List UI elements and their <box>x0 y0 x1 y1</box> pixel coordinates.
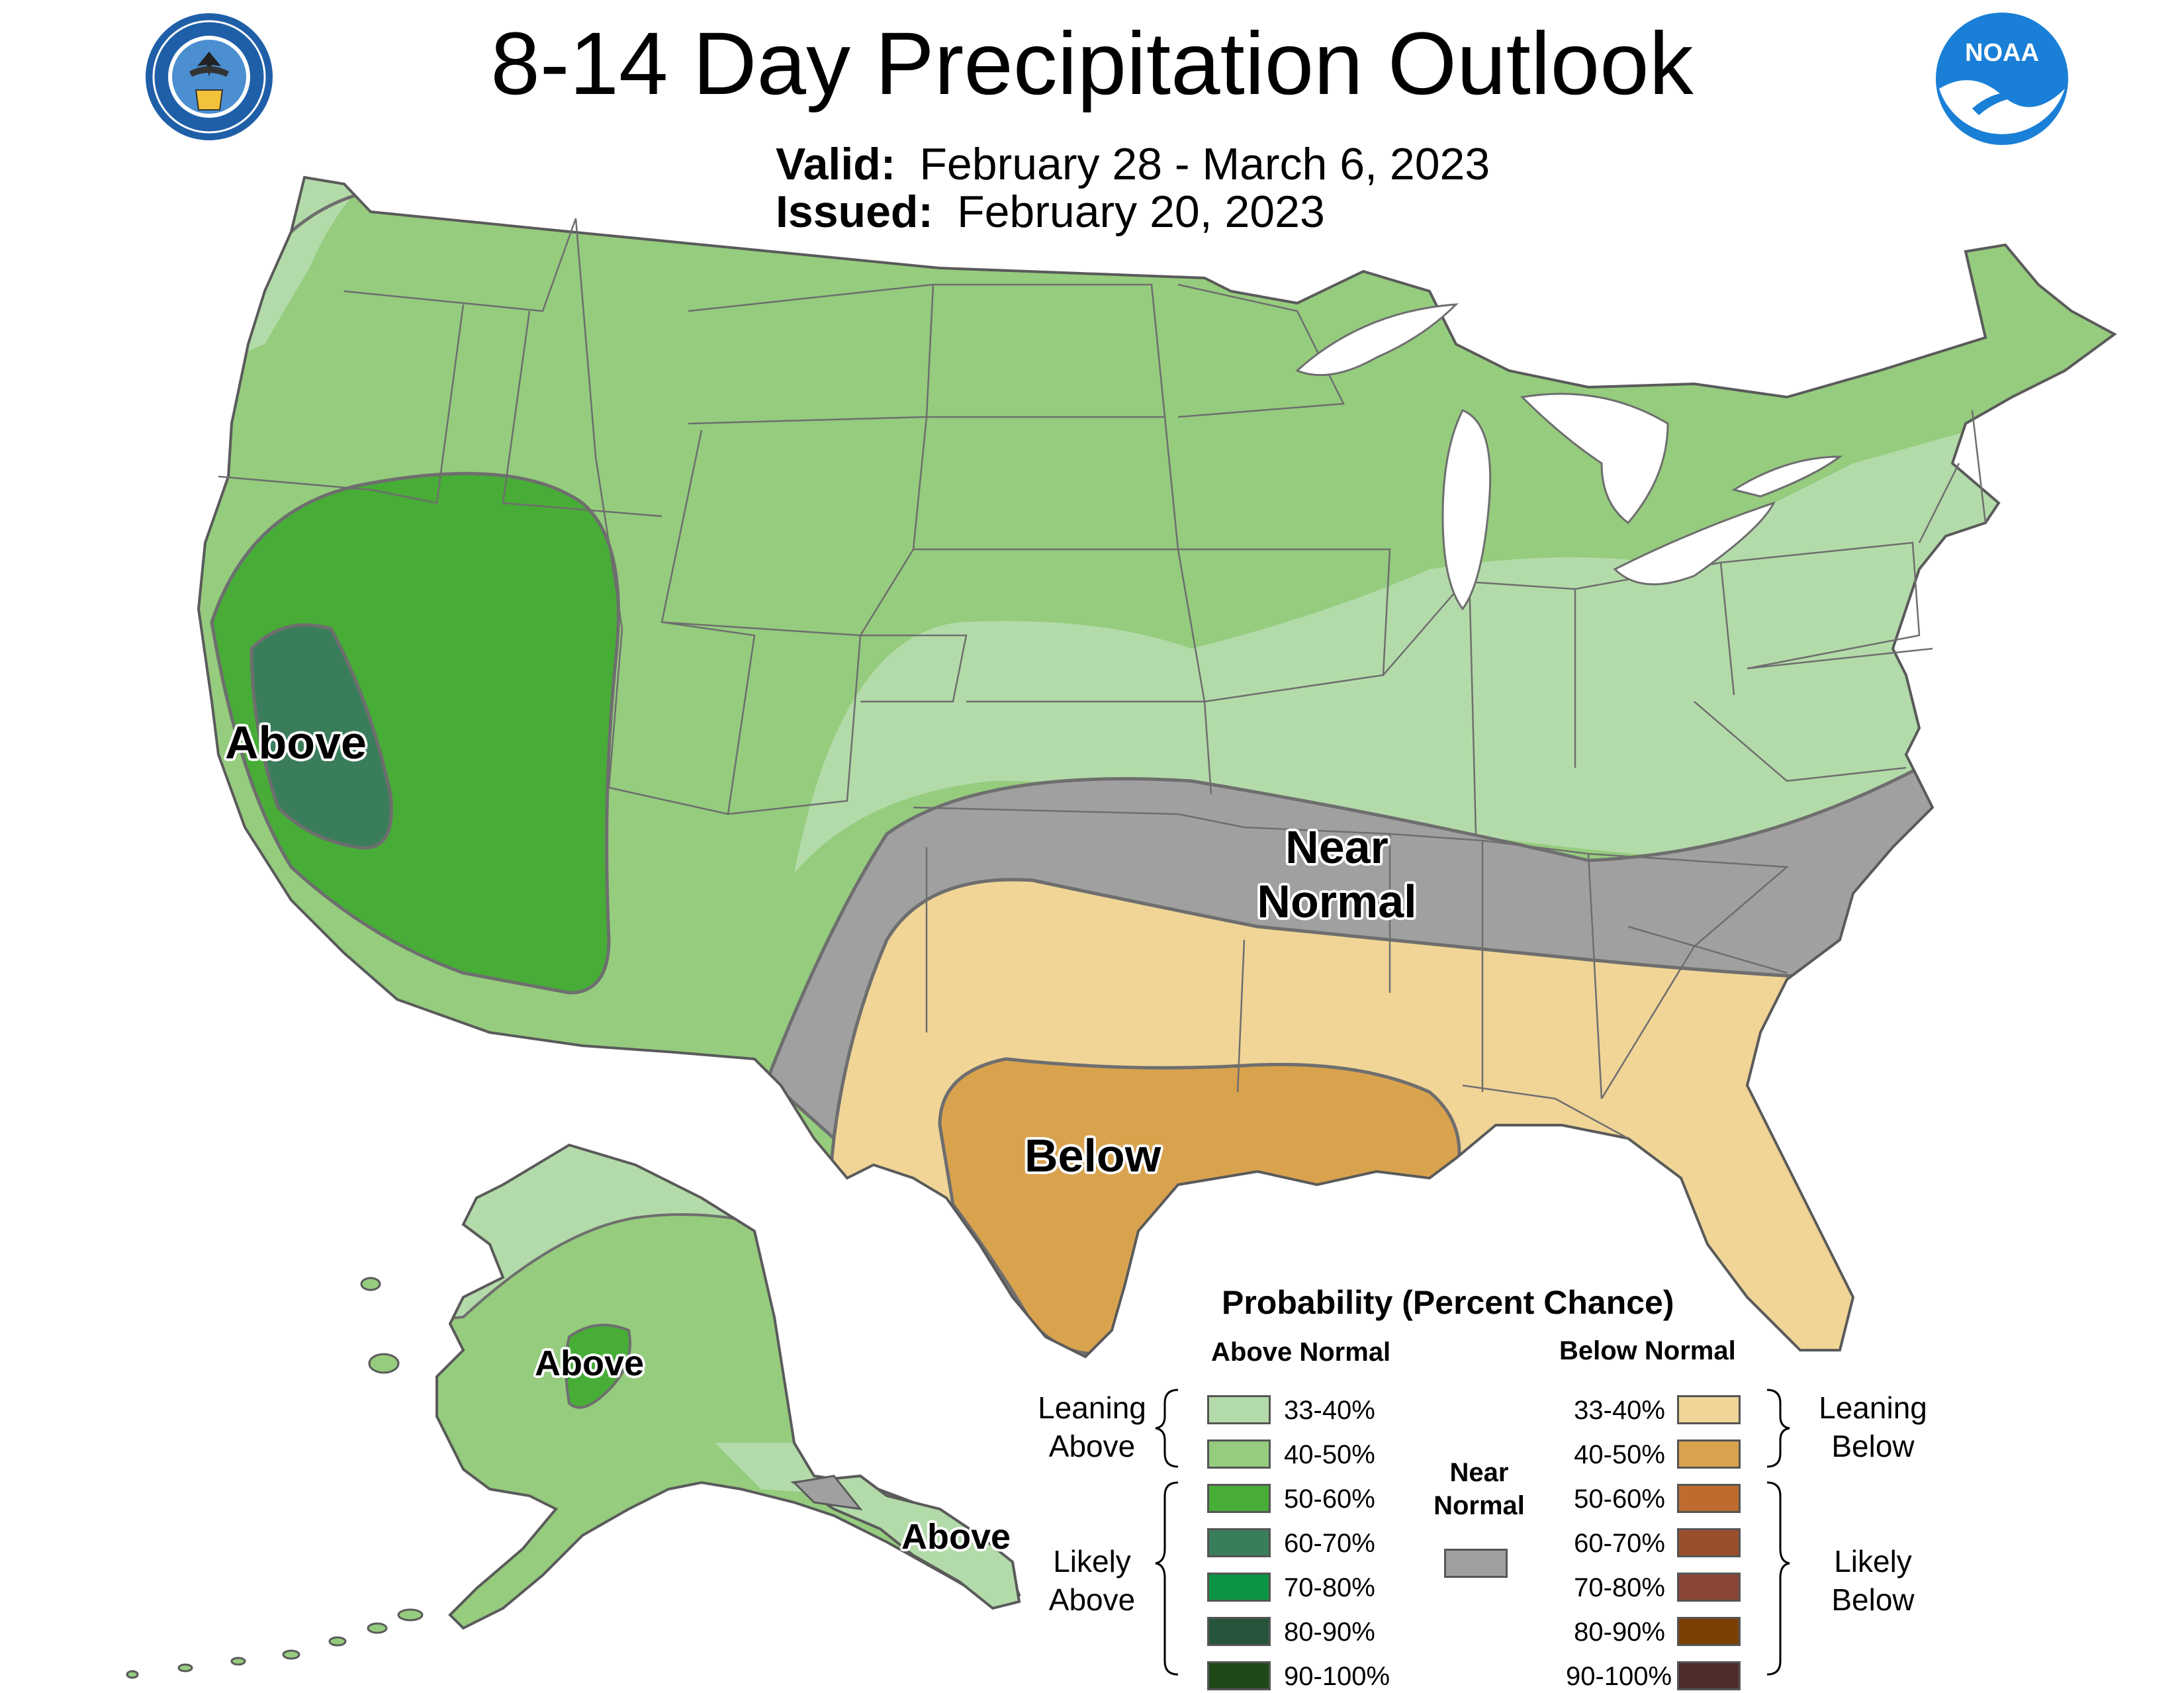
leaning-below-text: Leaning Below <box>1794 1389 1952 1465</box>
legend-title: Probability (Percent Chance) <box>1222 1284 1674 1321</box>
below-normal-label-4: 60-70% <box>1574 1529 1665 1558</box>
below-normal-label-7: 90-100% <box>1566 1662 1672 1691</box>
aleutian-islands <box>126 1277 424 1679</box>
above-normal-swatch-5 <box>1207 1573 1271 1602</box>
below-normal-swatch-1 <box>1677 1395 1741 1424</box>
valid-dates: Valid: February 28 - March 6, 2023 <box>776 138 1490 191</box>
state-boundaries <box>218 218 1987 1140</box>
legend-near-normal-text: Near Normal <box>1423 1456 1535 1522</box>
likely-above-california-core <box>250 623 393 850</box>
near-normal-swatch <box>1444 1549 1508 1578</box>
below-normal-swatch-5 <box>1677 1573 1741 1602</box>
above-normal-swatch-3 <box>1207 1484 1271 1513</box>
south-below-label: Below <box>1024 1130 1161 1181</box>
legend-above-header: Above Normal <box>1211 1338 1391 1367</box>
below-normal-swatch-2 <box>1677 1440 1741 1469</box>
above-normal-label-5: 70-80% <box>1284 1573 1375 1602</box>
map-title: 8-14 Day Precipitation Outlook <box>490 15 1694 113</box>
above-normal-swatch-1 <box>1207 1395 1271 1424</box>
noaa-logo-icon: NOAA <box>1936 13 2068 145</box>
above-normal-swatch-7 <box>1207 1661 1271 1690</box>
leaning-above-line1: Leaning <box>1038 1391 1146 1425</box>
above-normal-label-7: 90-100% <box>1284 1662 1390 1691</box>
leaning-below-line2: Below <box>1831 1429 1915 1463</box>
below-normal-swatch-6 <box>1677 1617 1741 1646</box>
issued-label: Issued: <box>776 187 934 237</box>
below-normal-swatch-3 <box>1677 1484 1741 1513</box>
above-normal-label-1: 33-40% <box>1284 1396 1375 1425</box>
above-normal-swatch-2 <box>1207 1440 1271 1469</box>
leaning-below-line1: Leaning <box>1819 1391 1927 1425</box>
above-normal-label-4: 60-70% <box>1284 1529 1375 1558</box>
above-normal-label-3: 50-60% <box>1284 1485 1375 1514</box>
valid-label: Valid: <box>776 139 896 189</box>
alaska-panhandle <box>790 1474 1021 1610</box>
below-normal-swatch-4 <box>1677 1528 1741 1557</box>
likely-above-line2: Above <box>1048 1582 1136 1617</box>
department-of-commerce-seal-icon <box>146 13 273 140</box>
above-normal-swatch-6 <box>1207 1617 1271 1646</box>
west-above-label: Above <box>225 717 367 768</box>
likely-below-line1: Likely <box>1834 1544 1912 1579</box>
near-normal-line1: Near <box>1449 1458 1509 1487</box>
below-normal-label-2: 40-50% <box>1574 1440 1665 1469</box>
alaska-above-label: Above <box>535 1344 645 1383</box>
likely-above-alaska-interior <box>565 1324 631 1409</box>
near-normal-label-line2: Normal <box>1257 876 1417 927</box>
legend-below-header: Below Normal <box>1559 1336 1736 1365</box>
near-normal-label-line1: Near <box>1285 821 1388 873</box>
below-normal-label-6: 80-90% <box>1574 1618 1665 1647</box>
below-normal-label-1: 33-40% <box>1574 1396 1665 1425</box>
great-lakes <box>1295 303 1843 611</box>
likely-above-line1: Likely <box>1053 1544 1131 1579</box>
panhandle-above-label: Above <box>901 1517 1011 1557</box>
likely-above-text: Likely Above <box>1013 1542 1171 1619</box>
below-braces <box>1766 1389 1790 1676</box>
below-normal-label-3: 50-60% <box>1574 1485 1665 1514</box>
noaa-logo-text: NOAA <box>1965 39 2039 67</box>
likely-below-text: Likely Below <box>1794 1542 1952 1619</box>
issued-value: February 20, 2023 <box>957 187 1325 237</box>
valid-value: February 28 - March 6, 2023 <box>919 139 1490 189</box>
below-normal-label-5: 70-80% <box>1574 1573 1665 1602</box>
above-normal-label-6: 80-90% <box>1284 1618 1375 1647</box>
leaning-above-line2: Above <box>1048 1429 1136 1463</box>
above-normal-swatch-4 <box>1207 1528 1271 1557</box>
leaning-above-northeast-midwest-region <box>794 371 2115 874</box>
issued-date: Issued: February 20, 2023 <box>776 185 1325 238</box>
above-normal-label-2: 40-50% <box>1284 1440 1375 1469</box>
likely-below-line2: Below <box>1831 1582 1915 1617</box>
leaning-above-text: Leaning Above <box>1013 1389 1171 1465</box>
below-normal-swatch-7 <box>1677 1661 1741 1690</box>
near-normal-line2: Normal <box>1433 1491 1525 1520</box>
above-braces <box>1155 1389 1179 1676</box>
likely-above-west-region <box>210 471 620 995</box>
